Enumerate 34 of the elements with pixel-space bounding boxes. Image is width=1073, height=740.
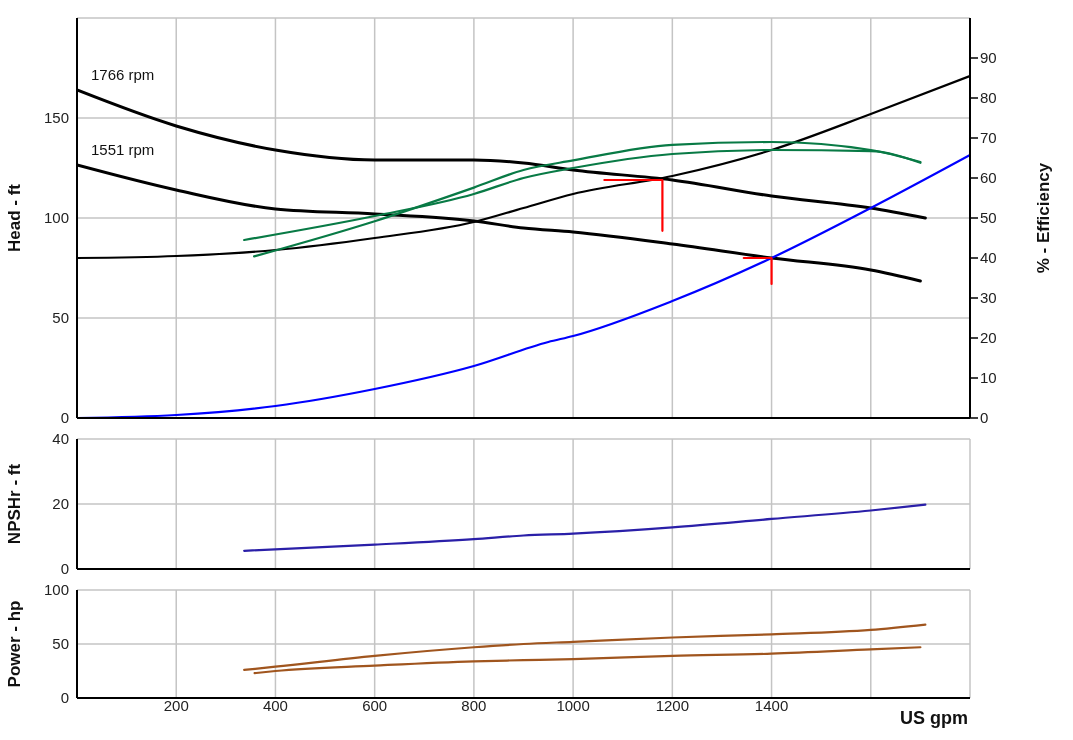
y-axis-title: Power - hp (5, 600, 25, 688)
x-tick-label: 200 (163, 697, 189, 714)
x-axis-title: US gpm (899, 708, 968, 728)
y-tick-label: 20 (52, 495, 69, 512)
x-tick-label: 400 (262, 697, 288, 714)
x-tick-label: 1200 (655, 697, 690, 714)
y2-tick-label: 20 (980, 329, 997, 346)
x-tick-label: 800 (461, 697, 487, 714)
y-tick-label: 100 (43, 209, 69, 226)
y-axis-title: NPSHr - ft (5, 463, 25, 545)
y2-axis-title: % - Efficiency (1034, 162, 1054, 274)
y2-tick-label: 80 (980, 89, 997, 106)
series-label: 1766 rpm (91, 66, 155, 83)
y2-tick-label: 70 (980, 129, 997, 146)
y-tick-label: 0 (60, 560, 69, 577)
y2-tick-label: 10 (980, 369, 997, 386)
y-tick-label: 50 (52, 309, 69, 326)
x-tick-label: 600 (362, 697, 388, 714)
y-tick-label: 0 (60, 689, 69, 706)
y2-tick-label: 50 (980, 209, 997, 226)
y-tick-label: 150 (43, 109, 69, 126)
y2-tick-label: 30 (980, 289, 997, 306)
y-tick-label: 50 (52, 635, 69, 652)
y-tick-label: 0 (60, 409, 69, 426)
y-axis-title: Head - ft (5, 183, 25, 252)
y2-tick-label: 0 (980, 409, 989, 426)
y-tick-label: 40 (52, 430, 69, 447)
y2-tick-label: 40 (980, 249, 997, 266)
y-tick-label: 100 (43, 581, 69, 598)
x-tick-label: 1000 (556, 697, 590, 714)
y2-tick-label: 90 (980, 49, 997, 66)
y2-tick-label: 60 (980, 169, 997, 186)
series-label: 1551 rpm (91, 141, 155, 158)
x-tick-label: 1400 (754, 697, 789, 714)
